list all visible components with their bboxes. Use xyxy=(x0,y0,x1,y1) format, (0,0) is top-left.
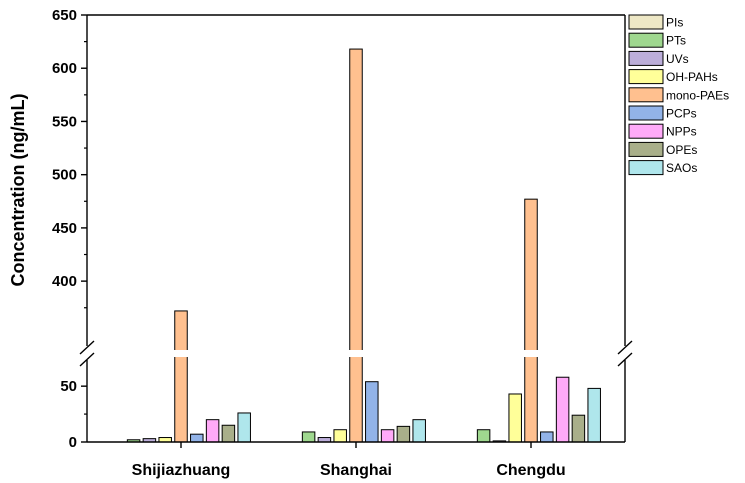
x-category-labels: Shijiazhuang Shanghai Chengdu xyxy=(132,462,566,479)
y-tick-label: 450 xyxy=(52,220,77,237)
legend-swatch-PCPs xyxy=(628,105,664,121)
bar-SAOs-Shijiazhuang xyxy=(237,412,251,443)
y-tick-label: 650 xyxy=(52,7,77,24)
bar-break-gap xyxy=(348,350,364,357)
legend-swatch-PIs xyxy=(628,14,664,30)
x-category-label: Shijiazhuang xyxy=(132,462,231,479)
axis-break-mark-right xyxy=(617,352,633,367)
axis-break-mark-left xyxy=(79,340,95,355)
x-category-label: Shanghai xyxy=(320,462,392,479)
bar-PCPs-Shijiazhuang xyxy=(190,433,204,443)
bar-OPEs-Shijiazhuang xyxy=(221,424,236,443)
bar-mono-PAEs-Chengdu xyxy=(524,198,538,443)
axes xyxy=(79,14,633,448)
y-tick-label: 0 xyxy=(69,434,77,451)
y-axis-title: Concentration (ng/mL) xyxy=(8,94,28,287)
legend-label-SAOs: SAOs xyxy=(666,161,697,175)
legend-swatch-PTs xyxy=(628,32,664,48)
axis-break-mark-left xyxy=(79,352,95,367)
y-tick-labels: 0 50 400 450 500 550 600 650 xyxy=(52,7,77,451)
y-tick-label: 550 xyxy=(52,113,77,130)
bar-OPEs-Shanghai xyxy=(396,425,411,443)
bar-OH-PAHs-Chengdu xyxy=(508,393,522,443)
axis-break-mark-right xyxy=(617,340,633,355)
bar-SAOs-Chengdu xyxy=(587,387,601,443)
bar-mono-PAEs-Shijiazhuang xyxy=(174,310,188,443)
x-category-label: Chengdu xyxy=(496,462,565,479)
bar-PTs-Chengdu xyxy=(476,429,491,443)
bar-mono-PAEs-Shanghai xyxy=(349,48,363,443)
bar-PCPs-Chengdu xyxy=(540,431,554,443)
legend-label-mono-PAEs: mono-PAEs xyxy=(666,88,729,102)
plot-area xyxy=(126,48,601,443)
legend: PIs PTs UVs OH-PAHs mono-PAEs PCPs NPPs OPEs SAO… xyxy=(628,14,729,176)
bar-break-gap xyxy=(173,350,189,357)
bar-NPPs-Chengdu xyxy=(555,376,570,443)
legend-label-PCPs: PCPs xyxy=(666,107,697,121)
legend-swatch-OPEs xyxy=(628,141,664,157)
bar-NPPs-Shijiazhuang xyxy=(205,419,220,443)
legend-label-OH-PAHs: OH-PAHs xyxy=(666,70,718,84)
bar-PCPs-Shanghai xyxy=(365,381,379,443)
legend-swatch-SAOs xyxy=(628,160,664,176)
bar-break-gap xyxy=(523,350,539,357)
legend-label-UVs: UVs xyxy=(666,52,689,66)
bar-SAOs-Shanghai xyxy=(412,419,426,443)
legend-swatch-UVs xyxy=(628,50,664,66)
y-tick-label: 400 xyxy=(52,273,77,290)
legend-label-PIs: PIs xyxy=(666,16,683,30)
legend-label-NPPs: NPPs xyxy=(666,125,697,139)
legend-swatch-OH-PAHs xyxy=(628,69,664,85)
bar-NPPs-Shanghai xyxy=(380,429,395,443)
y-tick-label: 600 xyxy=(52,60,77,77)
legend-swatch-mono-PAEs xyxy=(628,87,664,103)
bar-PTs-Shanghai xyxy=(301,431,316,443)
bar-OH-PAHs-Shanghai xyxy=(333,429,347,443)
legend-label-PTs: PTs xyxy=(666,34,686,48)
y-tick-label: 50 xyxy=(60,378,77,395)
legend-swatch-NPPs xyxy=(628,123,664,139)
legend-label-OPEs: OPEs xyxy=(666,143,697,157)
bar-OPEs-Chengdu xyxy=(571,414,586,443)
y-tick-label: 500 xyxy=(52,167,77,184)
